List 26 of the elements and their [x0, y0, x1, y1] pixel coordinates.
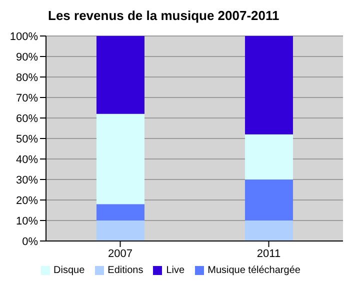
legend-label: Musique téléchargée [208, 265, 300, 276]
y-tick-label: 20% [16, 194, 38, 207]
bar [96, 36, 144, 114]
y-tick-label: 90% [16, 51, 38, 64]
x-tick-label: 2011 [256, 248, 281, 260]
y-tick-label: 10% [16, 215, 38, 228]
bar [96, 114, 144, 204]
y-tick-label: 40% [16, 154, 38, 166]
y-tick-label: 100% [10, 30, 38, 43]
legend-label: Live [166, 265, 185, 276]
x-tick-label: 2007 [108, 248, 132, 260]
bar [244, 220, 293, 241]
legend-label: Editions [108, 265, 144, 276]
y-tick-label: 0% [22, 236, 38, 248]
y-tick-label: 80% [16, 72, 38, 84]
bar [244, 36, 293, 134]
bar [244, 134, 293, 180]
y-tick-label: 30% [16, 174, 38, 186]
bar [96, 204, 144, 220]
legend-label: Disque [54, 265, 85, 276]
bar [96, 220, 144, 241]
bar [244, 180, 293, 220]
y-tick-label: 60% [16, 112, 38, 125]
y-tick-label: 70% [16, 92, 38, 104]
chart-title: Les revenus de la musique 2007-2011 [47, 8, 280, 25]
y-tick-label: 50% [16, 133, 38, 146]
